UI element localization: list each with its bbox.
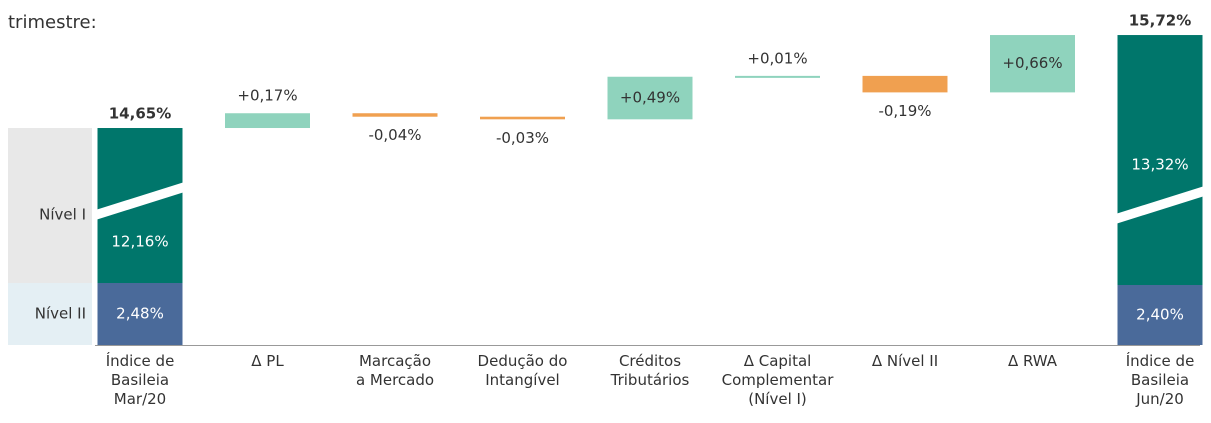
bar [607,76,693,120]
x-tick-label: Índice de Basileia Mar/20 [105,352,175,408]
bar-label: +0,66% [1002,54,1062,72]
legend-box [8,283,92,345]
bar-segment [97,283,183,345]
bar [352,113,438,117]
x-tick-label: Δ Nível II [871,352,939,370]
bar-segment [1117,285,1203,345]
x-tick-label: Δ PL [251,352,284,370]
chart-title: trimestre: [8,12,97,33]
axis-break [95,182,185,220]
x-tick-label: Δ Capital Complementar (Nível I) [721,352,834,408]
x-tick-label: Créditos Tributários [610,352,690,389]
bar-label: +0,01% [747,49,807,67]
bar-label: +0,49% [620,89,680,107]
bar [990,35,1075,93]
bar [225,113,310,129]
x-tick-label: Dedução do Intangível [477,352,568,389]
x-tick-label: Índice de Basileia Jun/20 [1125,352,1195,408]
bar [735,75,820,78]
axis-break [1115,186,1205,224]
total-label: 14,65% [109,105,171,123]
bar-label: 13,32% [1131,156,1188,174]
total-label: 15,72% [1129,12,1191,30]
bar-label: +0,17% [237,87,297,105]
legend-label: Nível II [35,305,86,323]
bar-label: 2,40% [1136,306,1184,324]
bar-label: -0,03% [496,129,549,147]
bar-segment [1117,35,1203,285]
bar-label: 12,16% [111,233,168,251]
legend-box [8,128,92,283]
bar-label: 2,48% [116,305,164,323]
bar [862,75,948,93]
x-tick-label: Marcação a Mercado [355,352,435,389]
bar-label: -0,04% [368,126,421,144]
x-tick-label: Δ RWA [1007,352,1058,370]
bar-label: -0,19% [878,102,931,120]
legend-label: Nível I [39,206,86,224]
bar [480,116,565,120]
